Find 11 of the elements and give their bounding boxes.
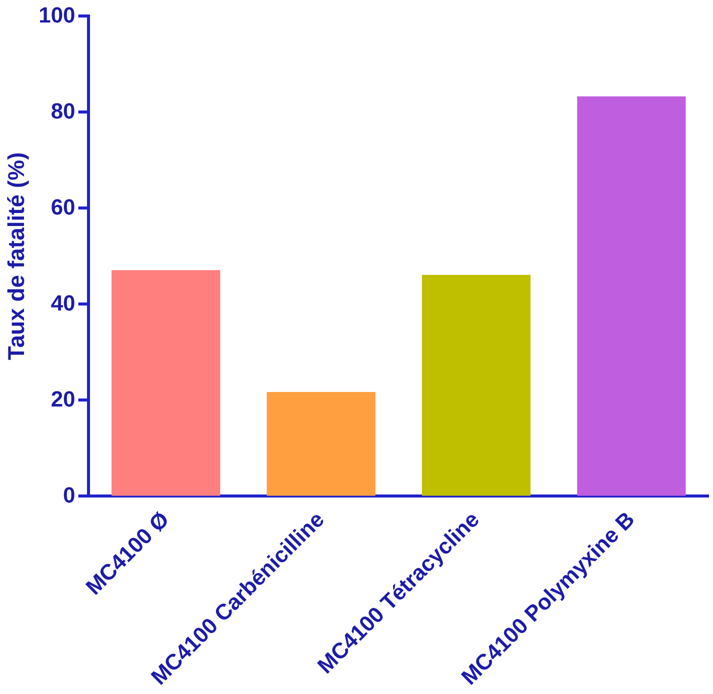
y-tick-label: 0 [63,482,76,508]
bar [577,96,686,496]
y-tick-label: 20 [50,386,76,412]
y-tick-label: 40 [50,290,76,316]
y-tick-label: 80 [50,98,76,124]
bar [112,270,220,496]
y-axis-title: Taux de fatalité (%) [3,152,30,360]
y-tick-label: 100 [38,2,76,28]
bar [422,274,531,496]
y-tick-label: 60 [50,194,76,220]
bar [266,392,376,496]
